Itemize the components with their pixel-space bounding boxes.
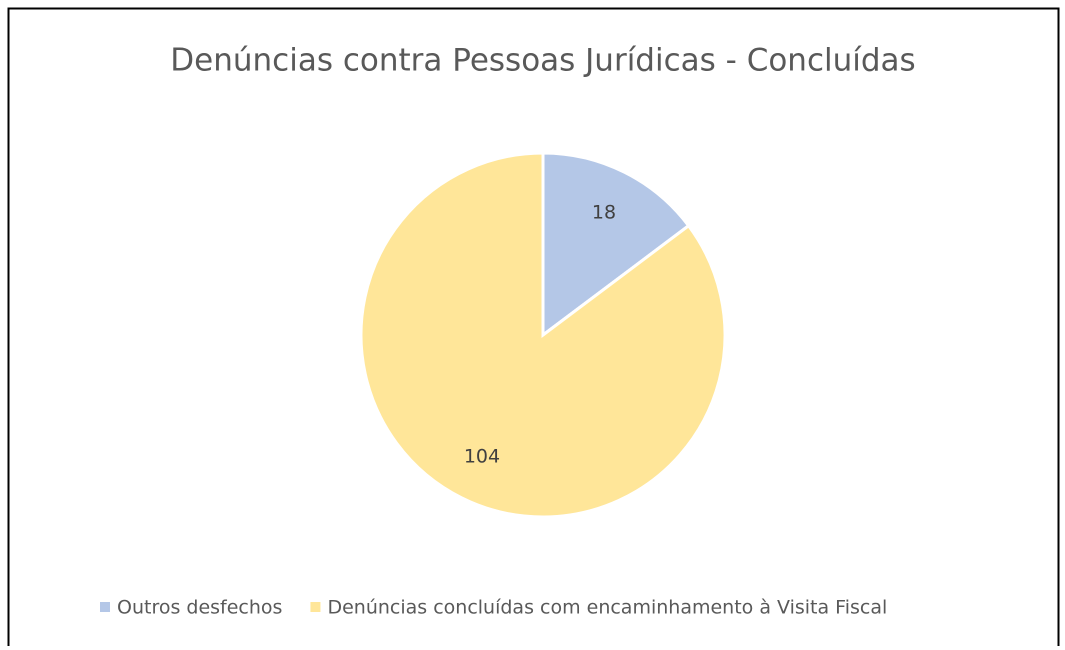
pie-slice xyxy=(541,151,691,339)
data-label: 104 xyxy=(464,446,500,468)
legend-swatch xyxy=(310,602,321,612)
pie-slice xyxy=(359,151,727,519)
chart-border xyxy=(7,7,1060,646)
legend-swatch xyxy=(100,602,110,612)
legend-label: Outros desfechos xyxy=(117,597,282,619)
chart-title: Denúncias contra Pessoas Jurídicas - Con… xyxy=(170,43,915,79)
legend-label: Denúncias concluídas com encaminhamento … xyxy=(327,597,887,619)
data-label: 18 xyxy=(592,201,616,223)
